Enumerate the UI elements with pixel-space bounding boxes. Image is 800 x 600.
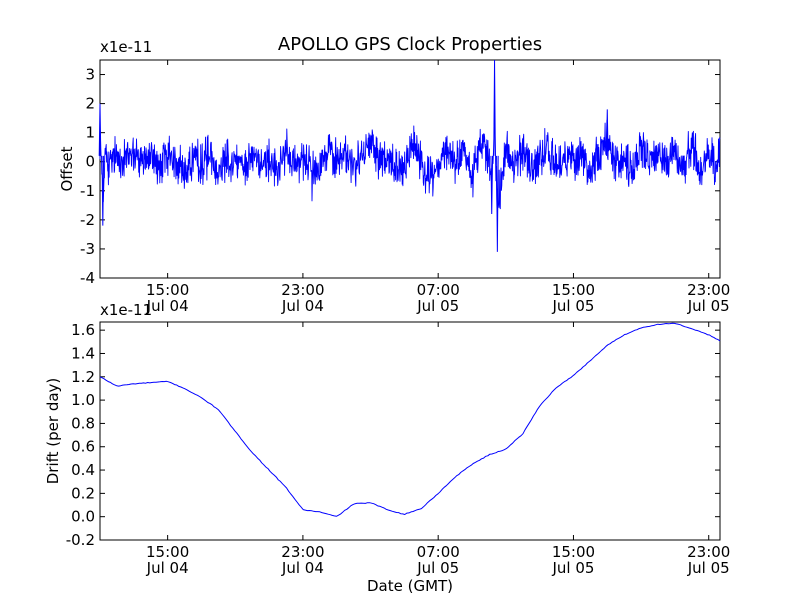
offset-x-tick-label-time: 15:00 (146, 281, 189, 299)
drift-x-tick-label-date: Jul 04 (146, 559, 189, 577)
offset-y-tick-label: -2 (80, 211, 95, 229)
drift-y-tick-label: 0.0 (71, 508, 95, 526)
drift-line (99, 322, 721, 517)
drift-x-tick-label-time: 15:00 (146, 543, 189, 561)
offset-x-tick-label-date: Jul 04 (146, 297, 189, 315)
offset-y-tick-label: -1 (80, 182, 95, 200)
drift-y-tick-label: 1.6 (71, 321, 95, 339)
offset-x-tick-label-date: Jul 05 (551, 297, 594, 315)
offset-y-tick-label: 0 (85, 153, 95, 171)
offset-line (99, 106, 721, 212)
offset-series (98, 59, 721, 252)
offset-y-multiplier: x1e-11 (100, 38, 152, 56)
offset-x-tick-label-time: 23:00 (281, 281, 324, 299)
drift-x-tick-label-date: Jul 05 (551, 559, 594, 577)
drift-y-tick-label: 0.2 (71, 484, 95, 502)
offset-y-tick-label: -4 (80, 269, 95, 287)
drift-x-tick-label-date: Jul 04 (281, 559, 324, 577)
offset-y-tick-label: 3 (85, 66, 95, 84)
drift-panel: x1e-11 Drift (per day) Date (GMT) -0.2 0.… (44, 301, 730, 595)
drift-y-tick-label: -0.2 (66, 531, 95, 549)
drift-y-tick-label: 0.8 (71, 414, 95, 432)
drift-y-tick-label: 0.4 (71, 461, 95, 479)
offset-x-tick-label-time: 15:00 (552, 281, 595, 299)
drift-y-tick-label: 1.0 (71, 391, 95, 409)
offset-x-tick-label-date: Jul 04 (281, 297, 324, 315)
drift-y-tick-label: 1.4 (71, 344, 95, 362)
drift-series (99, 322, 721, 517)
drift-plot-area (99, 321, 721, 541)
drift-x-tick-label-date: Jul 05 (416, 559, 459, 577)
drift-y-axis-label: Drift (per day) (44, 378, 62, 485)
offset-y-axis-label: Offset (58, 146, 76, 191)
drift-y-tick-label: 0.6 (71, 438, 95, 456)
offset-y-tick-label: 2 (85, 95, 95, 113)
drift-x-tick-label-time: 23:00 (687, 543, 730, 561)
offset-x-tick-label-date: Jul 05 (687, 297, 730, 315)
drift-x-tick-label-time: 07:00 (417, 543, 460, 561)
drift-x-tick-label-time: 23:00 (281, 543, 324, 561)
drift-y-multiplier: x1e-11 (100, 301, 152, 319)
offset-x-tick-label-date: Jul 05 (416, 297, 459, 315)
drift-x-tick-label-date: Jul 05 (687, 559, 730, 577)
offset-y-tick-label: -3 (80, 240, 95, 258)
offset-y-ticks: -4 -3 -2 -1 0 1 2 3 (80, 66, 720, 287)
offset-y-tick-label: 1 (85, 124, 95, 142)
offset-x-tick-label-time: 23:00 (687, 281, 730, 299)
drift-x-axis-label: Date (GMT) (367, 577, 453, 595)
drift-y-ticks: -0.2 0.0 0.2 0.4 0.6 0.8 1.0 1.2 1.4 1.6 (66, 321, 720, 549)
drift-x-tick-label-time: 15:00 (552, 543, 595, 561)
drift-y-tick-label: 1.2 (71, 368, 95, 386)
figure-title: APOLLO GPS Clock Properties (278, 34, 542, 55)
offset-x-tick-label-time: 07:00 (417, 281, 460, 299)
